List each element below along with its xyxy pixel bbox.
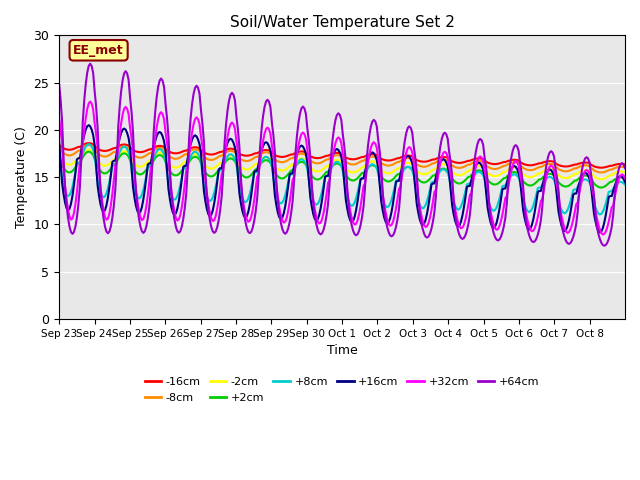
-8cm	[545, 161, 552, 167]
Line: +16cm: +16cm	[59, 125, 625, 232]
+16cm	[348, 219, 355, 225]
+64cm	[93, 124, 101, 130]
-2cm	[545, 166, 552, 172]
+16cm	[596, 229, 604, 235]
+8cm	[93, 178, 101, 183]
+8cm	[74, 160, 82, 166]
+2cm	[620, 175, 627, 180]
-16cm	[620, 161, 627, 167]
-2cm	[620, 169, 627, 175]
+64cm	[545, 154, 552, 159]
+32cm	[55, 115, 63, 121]
+8cm	[620, 180, 627, 186]
+64cm	[55, 81, 63, 87]
-8cm	[74, 148, 82, 154]
+16cm	[93, 182, 101, 188]
+64cm	[74, 202, 82, 208]
+64cm	[86, 61, 94, 67]
+8cm	[545, 174, 552, 180]
+2cm	[621, 176, 629, 181]
-2cm	[55, 151, 63, 157]
+8cm	[460, 194, 468, 200]
-8cm	[55, 145, 63, 151]
Y-axis label: Temperature (C): Temperature (C)	[15, 126, 28, 228]
-16cm	[85, 140, 93, 146]
+2cm	[348, 178, 355, 183]
+2cm	[460, 179, 468, 184]
Text: EE_met: EE_met	[74, 44, 124, 57]
-16cm	[460, 159, 468, 165]
-2cm	[74, 156, 82, 161]
+2cm	[598, 185, 605, 191]
Legend: -16cm, -8cm, -2cm, +2cm, +8cm, +16cm, +32cm, +64cm: -16cm, -8cm, -2cm, +2cm, +8cm, +16cm, +3…	[140, 373, 544, 407]
+32cm	[74, 175, 82, 180]
-16cm	[545, 158, 552, 164]
-2cm	[348, 169, 355, 175]
-8cm	[621, 165, 629, 170]
+16cm	[545, 167, 552, 173]
+32cm	[545, 167, 552, 173]
+2cm	[55, 155, 63, 160]
+32cm	[620, 173, 627, 179]
+64cm	[348, 222, 355, 228]
+32cm	[86, 98, 94, 104]
-8cm	[460, 164, 468, 170]
+16cm	[55, 139, 63, 144]
+32cm	[599, 232, 607, 238]
+64cm	[620, 161, 627, 167]
+32cm	[348, 215, 355, 221]
+2cm	[545, 171, 552, 177]
+16cm	[621, 179, 629, 185]
-8cm	[93, 150, 101, 156]
Line: -2cm: -2cm	[59, 150, 625, 179]
+8cm	[55, 151, 63, 156]
-2cm	[85, 147, 93, 153]
+16cm	[620, 176, 627, 182]
-2cm	[621, 170, 629, 176]
Line: -16cm: -16cm	[59, 143, 625, 168]
-16cm	[348, 156, 355, 162]
+8cm	[348, 203, 355, 209]
+8cm	[621, 182, 629, 188]
Line: +2cm: +2cm	[59, 152, 625, 188]
-2cm	[460, 171, 468, 177]
-16cm	[55, 142, 63, 148]
-16cm	[74, 144, 82, 150]
Line: -8cm: -8cm	[59, 145, 625, 172]
+16cm	[85, 122, 93, 128]
-16cm	[598, 165, 605, 170]
+64cm	[621, 165, 629, 171]
Line: +32cm: +32cm	[59, 101, 625, 235]
Title: Soil/Water Temperature Set 2: Soil/Water Temperature Set 2	[230, 15, 454, 30]
+8cm	[85, 141, 93, 147]
-2cm	[93, 158, 101, 164]
+8cm	[596, 212, 604, 217]
+32cm	[621, 176, 629, 181]
+2cm	[85, 149, 93, 155]
+64cm	[600, 243, 608, 249]
+16cm	[460, 204, 468, 210]
-8cm	[620, 164, 627, 170]
-8cm	[348, 161, 355, 167]
X-axis label: Time: Time	[326, 344, 358, 357]
-16cm	[93, 146, 101, 152]
-2cm	[598, 176, 605, 182]
Line: +8cm: +8cm	[59, 144, 625, 215]
-8cm	[85, 142, 93, 148]
-16cm	[621, 162, 629, 168]
+2cm	[74, 160, 82, 166]
+16cm	[74, 156, 82, 161]
+32cm	[460, 222, 468, 228]
-8cm	[598, 169, 605, 175]
+64cm	[460, 235, 468, 241]
+32cm	[93, 144, 101, 150]
Line: +64cm: +64cm	[59, 64, 625, 246]
+2cm	[93, 164, 101, 170]
